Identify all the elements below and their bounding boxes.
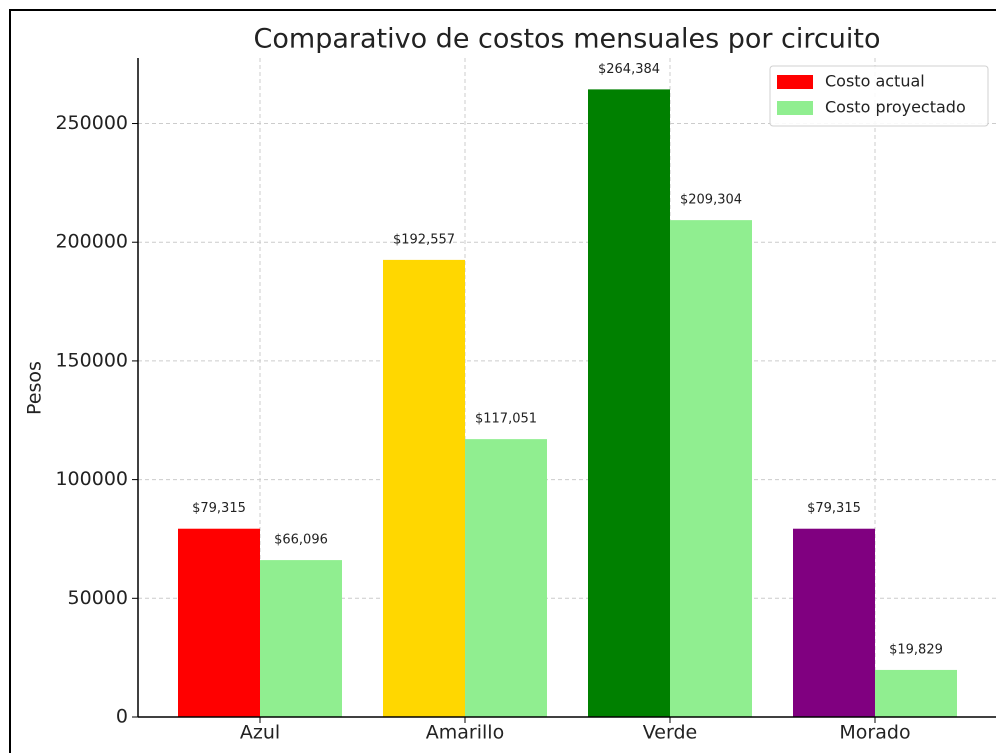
bar bbox=[178, 528, 260, 717]
data-label: $192,557 bbox=[393, 232, 455, 247]
x-tick-label: Morado bbox=[839, 722, 910, 744]
bar bbox=[588, 89, 670, 718]
data-label: $19,829 bbox=[889, 642, 943, 657]
y-axis-label: Pesos bbox=[24, 361, 46, 415]
x-tick-label: Verde bbox=[643, 722, 697, 744]
legend-label: Costo proyectado bbox=[825, 98, 966, 117]
bar bbox=[875, 669, 957, 717]
bar bbox=[465, 439, 547, 717]
bar bbox=[670, 220, 752, 717]
y-tick-label: 0 bbox=[116, 706, 128, 728]
y-tick-label: 50000 bbox=[68, 587, 128, 609]
y-tick-label: 150000 bbox=[55, 349, 128, 371]
chart-title: Comparativo de costos mensuales por circ… bbox=[254, 24, 881, 55]
data-label: $66,096 bbox=[274, 533, 328, 548]
bar bbox=[383, 259, 465, 717]
y-tick-label: 100000 bbox=[55, 468, 128, 490]
legend-box bbox=[769, 65, 989, 127]
frame bbox=[9, 9, 996, 753]
x-tick-label: Azul bbox=[240, 722, 280, 744]
data-label: $79,315 bbox=[807, 501, 861, 516]
data-label: $117,051 bbox=[475, 412, 537, 427]
legend-swatch bbox=[777, 75, 813, 89]
y-tick-label: 250000 bbox=[55, 112, 128, 134]
data-label: $79,315 bbox=[192, 501, 246, 516]
legend-swatch bbox=[777, 101, 813, 115]
data-label: $264,384 bbox=[598, 62, 660, 77]
bar bbox=[793, 528, 875, 717]
legend-label: Costo actual bbox=[825, 72, 925, 91]
y-tick-label: 200000 bbox=[55, 231, 128, 253]
bar bbox=[260, 560, 342, 717]
x-tick-label: Amarillo bbox=[426, 722, 504, 744]
data-label: $209,304 bbox=[680, 193, 742, 208]
